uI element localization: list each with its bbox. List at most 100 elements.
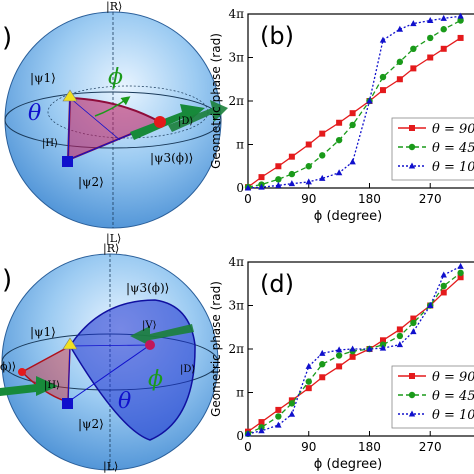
legend-label-b-0: θ = 90 <box>432 122 474 137</box>
panel-a-label: ) <box>2 23 12 53</box>
point-d-1-5 <box>319 361 326 368</box>
xtick-label-b-3: 270 <box>419 192 442 206</box>
ytick-label-d-2: 2π <box>228 342 244 356</box>
xlabel-d: ϕ (degree) <box>314 457 382 472</box>
ytick-label-b-2: 2π <box>228 94 244 108</box>
xtick-label-b-0: 0 <box>244 192 252 206</box>
ket-H-top: |H⟩ <box>42 138 58 149</box>
point-d-0-11 <box>410 315 417 322</box>
green-arrow-top-1 <box>94 96 131 117</box>
point-b-1-12 <box>427 34 434 42</box>
panel-a: ) |R⟩ |L⟩ |H⟩ |D⟩ |ψ1⟩ |ψ2⟩ |ψ3(ϕ)⟩ ϕ θ <box>2 0 228 246</box>
point-b-0-1 <box>258 174 265 181</box>
point-b-2-13 <box>440 14 447 21</box>
legend-marker-b-1 <box>408 143 416 151</box>
point-d-2-12 <box>427 302 434 308</box>
point-d-2-11 <box>410 328 417 335</box>
point-b-1-3 <box>288 170 296 178</box>
point-d-0-13 <box>440 289 447 296</box>
blue-edge-bottom-3 <box>69 344 151 347</box>
blue-edge-bottom-2 <box>67 345 71 403</box>
point-d-2-1 <box>258 427 265 434</box>
point-d-0-6 <box>336 363 343 370</box>
green-thick-arrow-top <box>130 104 205 140</box>
chart-b: 0 π 2π 3π 4π 0 90 180 270 ϕ (degree) Geometric pha… <box>209 7 474 224</box>
point-d-1-10 <box>396 332 404 340</box>
point-b-2-14 <box>457 12 464 19</box>
legend-marker-d-1 <box>408 391 416 399</box>
point-d-2-4 <box>305 362 312 369</box>
legend-marker-b-0 <box>409 125 415 131</box>
ytick-label-b-3: 3π <box>228 51 244 65</box>
point-d-2-9 <box>379 344 387 351</box>
legend-marker-b-2 <box>408 162 416 169</box>
point-d-2-6 <box>335 346 343 353</box>
point-d-2-8 <box>366 345 373 352</box>
point-b-2-2 <box>275 181 282 188</box>
point-d-1-6 <box>335 352 343 359</box>
ket-R-bottom: |R⟩ <box>103 242 119 256</box>
ket-H-bottom: |H⟩ <box>44 380 60 391</box>
phi-label-bottom: ϕ <box>148 367 163 392</box>
psi1-marker-top <box>62 89 78 102</box>
ket-D-top: |D⟩ <box>178 116 193 127</box>
point-b-1-6 <box>335 136 343 144</box>
ket-psi3-top: |ψ3(ϕ)⟩ <box>150 151 193 165</box>
green-thick-arrow-bottom-2 <box>130 324 194 346</box>
point-b-0-3 <box>288 153 295 160</box>
point-b-1-11 <box>410 45 417 52</box>
point-b-0-10 <box>396 76 403 83</box>
point-b-1-2 <box>275 176 282 183</box>
ytick-label-b-0: 0 <box>236 181 244 195</box>
point-b-0-7 <box>349 110 356 117</box>
panel-d-label: (d) <box>260 270 294 298</box>
point-b-1-13 <box>440 26 447 33</box>
psi2-marker-top <box>62 156 73 167</box>
point-b-0-12 <box>427 54 434 61</box>
point-b-0-11 <box>410 65 417 72</box>
point-b-0-6 <box>336 119 343 126</box>
xlabel-b: ϕ (degree) <box>314 209 382 224</box>
ket-D-bottom: |D⟩ <box>180 364 195 375</box>
xtick-label-d-0: 0 <box>244 440 252 454</box>
point-d-2-2 <box>275 421 282 428</box>
point-d-1-13 <box>440 282 447 290</box>
point-b-1-4 <box>305 163 312 170</box>
point-b-2-1 <box>258 183 265 190</box>
point-d-0-9 <box>379 337 386 344</box>
point-b-2-4 <box>305 178 312 185</box>
point-b-2-8 <box>366 97 373 104</box>
xtick-label-d-2: 180 <box>358 440 381 454</box>
blue-edge-top-3 <box>69 97 121 141</box>
phi-label-top: ϕ <box>108 65 123 90</box>
chart-d: 0 π 2π 3π 4π 0 90 180 270 ϕ (degree) Geometric pha… <box>209 255 474 472</box>
point-b-2-3 <box>288 180 296 187</box>
ket-R-top: |R⟩ <box>106 0 122 14</box>
point-d-1-2 <box>275 413 282 420</box>
point-b-1-5 <box>319 152 326 159</box>
point-b-1-14 <box>457 17 464 24</box>
xtick-label-b-1: 90 <box>301 192 316 206</box>
ytick-label-d-1: π <box>236 386 244 400</box>
point-b-1-7 <box>349 121 356 129</box>
point-b-2-5 <box>319 174 326 181</box>
legend-label-b-1: θ = 45 <box>432 141 474 156</box>
point-d-0-4 <box>305 385 312 392</box>
green-thick-arrow-top-2 <box>168 100 228 132</box>
point-d-1-3 <box>288 400 296 407</box>
ket-psi1-bottom: |ψ1⟩ <box>30 325 56 339</box>
point-d-0-7 <box>349 353 356 360</box>
point-b-0-4 <box>305 141 312 148</box>
point-d-2-7 <box>349 345 356 352</box>
point-b-0-5 <box>319 130 326 137</box>
xtick-label-d-1: 90 <box>301 440 316 454</box>
point-d-0-10 <box>396 326 403 333</box>
legend-label-b-2: θ = 10 <box>432 160 474 175</box>
point-d-1-11 <box>410 319 417 327</box>
ket-psi2-top: |ψ2⟩ <box>78 175 104 189</box>
psi3-marker-bottom <box>145 340 155 350</box>
ytick-label-d-0: 0 <box>236 429 244 443</box>
point-d-2-3 <box>288 410 296 417</box>
point-b-2-11 <box>410 20 417 27</box>
